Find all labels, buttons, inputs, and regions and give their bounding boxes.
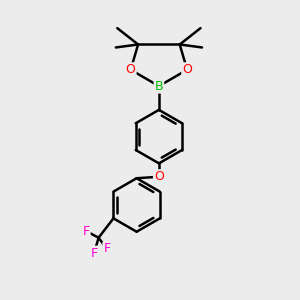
Text: O: O — [182, 63, 192, 76]
Text: F: F — [103, 242, 110, 256]
Text: F: F — [91, 247, 98, 260]
Text: F: F — [82, 225, 90, 238]
Text: B: B — [154, 80, 163, 93]
Text: O: O — [126, 63, 136, 76]
Text: O: O — [154, 170, 164, 183]
